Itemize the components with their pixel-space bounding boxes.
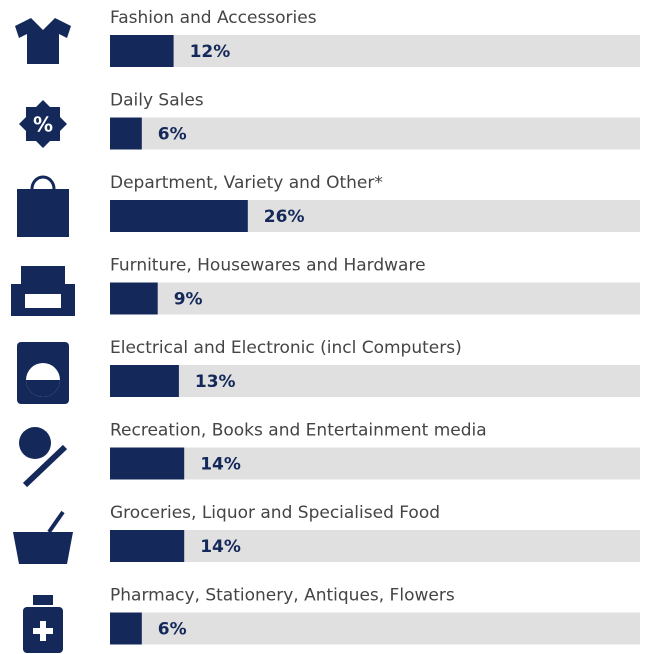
bar (110, 200, 248, 232)
category-label: Pharmacy, Stationery, Antiques, Flowers (110, 586, 455, 606)
icon-medicine (23, 595, 63, 653)
bar (110, 530, 185, 562)
icon-percent: % (19, 100, 67, 148)
bar (110, 117, 142, 150)
value-label: 9% (174, 290, 203, 310)
category-label: Fashion and Accessories (110, 8, 317, 28)
bar-track (110, 282, 640, 315)
bar-track (110, 35, 640, 67)
value-label: 6% (158, 125, 187, 145)
icons: % (11, 18, 75, 653)
icon-bag (17, 175, 69, 237)
svg-text:%: % (33, 113, 53, 137)
value-label: 13% (195, 372, 236, 392)
category-label: Recreation, Books and Entertainment medi… (110, 421, 487, 441)
icon-basket (13, 510, 73, 564)
category-label: Furniture, Housewares and Hardware (110, 256, 426, 276)
bar-track (110, 530, 640, 562)
bar (110, 447, 185, 480)
value-label: 6% (158, 620, 187, 640)
icon-golf (19, 427, 68, 488)
category-label: Groceries, Liquor and Specialised Food (110, 503, 440, 523)
bar-track (110, 447, 640, 480)
bar (110, 35, 174, 67)
bar (110, 612, 142, 645)
bar (110, 282, 158, 315)
icon-sofa (11, 266, 75, 316)
icon-washer (17, 342, 69, 404)
value-label: 12% (190, 42, 231, 62)
value-label: 14% (200, 455, 241, 475)
category-label: Daily Sales (110, 91, 204, 111)
icon-shirt (15, 18, 71, 64)
value-label: 14% (200, 537, 241, 557)
bar-track (110, 365, 640, 397)
category-label: Electrical and Electronic (incl Computer… (110, 338, 462, 358)
category-label: Department, Variety and Other* (110, 173, 383, 193)
bar (110, 365, 179, 397)
bar-track (110, 117, 640, 150)
value-label: 26% (264, 207, 305, 227)
bar-track (110, 612, 640, 645)
